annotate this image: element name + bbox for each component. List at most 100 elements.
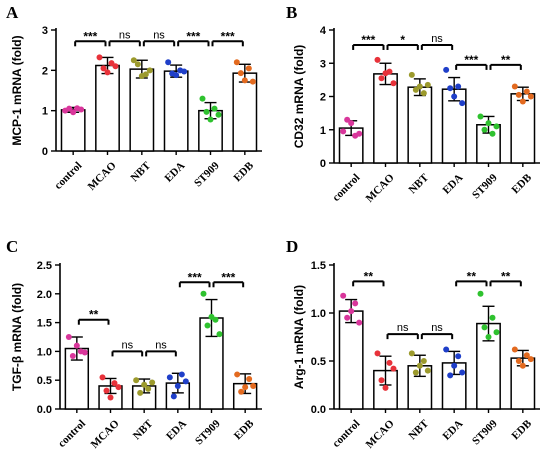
significance-bracket xyxy=(489,63,522,70)
data-point-EDA xyxy=(447,85,454,92)
data-point-control xyxy=(344,116,351,123)
significance-bracket xyxy=(386,43,419,50)
data-point-NBT xyxy=(420,358,427,364)
data-point-MCAO xyxy=(103,387,110,394)
data-point-control xyxy=(356,319,363,326)
significance-bracket xyxy=(145,350,177,357)
data-point-EDB xyxy=(515,91,522,98)
data-point-EDB xyxy=(233,59,240,66)
x-tick-label-EDB: EDB xyxy=(510,171,535,196)
data-point-EDA xyxy=(174,382,181,389)
significance-label: *** xyxy=(188,270,202,284)
significance-bracket xyxy=(455,280,488,287)
x-tick-label-EDA: EDA xyxy=(162,160,187,185)
significance-bracket xyxy=(178,281,211,288)
significance-label: ns xyxy=(155,339,167,351)
y-axis-label: TGF-β mRNA (fold) xyxy=(10,283,24,391)
data-point-NBT xyxy=(145,385,152,392)
data-point-NBT xyxy=(412,369,419,376)
data-point-MCAO xyxy=(374,350,381,357)
data-point-control xyxy=(348,308,355,315)
y-tick-label: 1.5 xyxy=(311,260,326,272)
x-tick-label-MCAO: MCAO xyxy=(364,417,397,450)
y-tick-label: 0 xyxy=(320,158,326,170)
data-point-ST909 xyxy=(485,120,492,127)
panel-letter: B xyxy=(286,3,297,22)
chart-panel-A: A MCP-1 mRNA (fold) 0 1 2 3 control MCAO NBT EDA S… xyxy=(6,3,262,193)
y-tick-label: 0.0 xyxy=(311,404,326,416)
data-point-MCAO xyxy=(100,65,107,72)
data-point-ST909 xyxy=(215,111,222,118)
data-point-EDB xyxy=(527,93,534,100)
significance-label: ns xyxy=(119,29,131,41)
bar-control xyxy=(338,310,364,410)
data-point-EDB xyxy=(511,83,518,90)
x-tick-label-EDB: EDB xyxy=(232,417,257,442)
data-point-EDA xyxy=(166,374,173,381)
data-point-NBT xyxy=(149,379,156,386)
data-point-NBT xyxy=(424,81,431,88)
data-point-NBT xyxy=(146,67,153,74)
panel-letter: A xyxy=(6,3,19,22)
significance-bracket xyxy=(211,40,244,47)
data-point-EDA xyxy=(178,371,185,378)
data-point-control xyxy=(73,342,80,349)
data-point-control xyxy=(344,314,351,321)
data-point-MCAO xyxy=(107,394,114,401)
x-tick-label-control: control xyxy=(56,418,88,450)
significance-label: ns xyxy=(153,29,165,41)
data-point-EDA xyxy=(170,393,177,400)
data-point-ST909 xyxy=(481,126,488,133)
y-tick-label: 1 xyxy=(42,106,48,118)
x-tick-label-NBT: NBT xyxy=(407,417,432,442)
y-axis-label: CD32 mRNA (fold) xyxy=(292,45,306,149)
data-point-MCAO xyxy=(111,380,118,387)
data-point-control xyxy=(340,128,347,135)
data-point-EDB xyxy=(523,88,530,95)
data-point-EDA xyxy=(455,353,462,360)
data-point-EDA xyxy=(451,93,458,100)
data-point-EDB xyxy=(250,382,257,389)
significance-label: ns xyxy=(397,322,409,334)
significance-label: ** xyxy=(467,269,477,283)
bar-EDB xyxy=(232,72,258,152)
data-point-MCAO xyxy=(104,69,111,76)
data-point-MCAO xyxy=(382,384,389,391)
data-point-EDB xyxy=(241,77,248,84)
data-point-ST909 xyxy=(216,331,223,338)
data-point-control xyxy=(66,105,73,112)
x-tick-label-NBT: NBT xyxy=(131,417,156,442)
data-point-ST909 xyxy=(199,95,206,102)
panel-letter: D xyxy=(286,237,298,256)
data-point-EDB xyxy=(519,362,526,369)
y-tick-label: 0 xyxy=(42,146,48,158)
significance-label: *** xyxy=(361,33,375,47)
data-point-MCAO xyxy=(96,54,103,61)
y-tick-label: 0.5 xyxy=(37,375,52,387)
bar-EDA xyxy=(163,70,189,152)
x-tick-label-MCAO: MCAO xyxy=(89,417,122,450)
data-point-control xyxy=(352,300,359,307)
data-point-EDB xyxy=(234,371,241,378)
data-point-NBT xyxy=(412,86,419,93)
data-point-control xyxy=(65,334,72,340)
significance-bracket xyxy=(111,350,144,357)
data-point-EDA xyxy=(459,100,466,107)
y-tick-label: 1 xyxy=(320,125,326,137)
significance-label: ns xyxy=(122,339,134,351)
significance-label: *** xyxy=(221,270,235,284)
data-point-EDB xyxy=(519,98,526,105)
chart-panel-C: C TGF-β mRNA (fold) 0.0 0.5 1.0 1.5 2.0 2.5 cont… xyxy=(6,237,262,451)
y-tick-label: 3 xyxy=(320,58,326,70)
significance-bracket xyxy=(108,40,141,47)
data-point-MCAO xyxy=(374,56,381,63)
significance-label: ** xyxy=(501,53,511,67)
data-point-ST909 xyxy=(203,108,210,115)
data-point-NBT xyxy=(141,381,148,388)
data-point-MCAO xyxy=(386,359,393,366)
y-axis-label: Arg-1 mRNA (fold) xyxy=(292,285,306,389)
significance-bracket xyxy=(386,333,419,340)
y-tick-label: 0.0 xyxy=(37,404,52,416)
data-point-MCAO xyxy=(108,60,115,67)
x-tick-label-NBT: NBT xyxy=(407,171,432,196)
